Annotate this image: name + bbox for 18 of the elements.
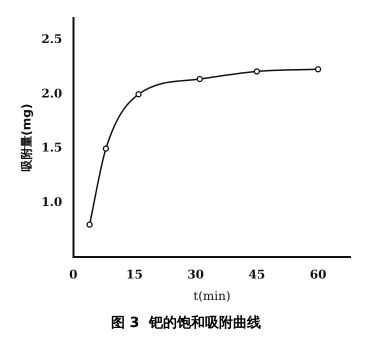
y-tick-label: 2.5 xyxy=(41,32,62,46)
x-tick-label: 30 xyxy=(187,268,204,282)
y-tick-label: 2.0 xyxy=(41,86,62,100)
point xyxy=(102,145,110,152)
x-tick-label: 15 xyxy=(126,268,143,282)
x-tick-label: 0 xyxy=(69,268,78,282)
y-tick-label: 1.5 xyxy=(41,140,62,155)
x-axis-title: t(min) xyxy=(193,288,231,303)
x-tick-label: 60 xyxy=(310,268,326,282)
y-axis-title: 吸附量(mg) xyxy=(19,104,34,172)
y-tick-label: 1.0 xyxy=(41,195,62,210)
point xyxy=(86,221,93,228)
point xyxy=(135,91,142,98)
caption: 图 3 钯的饱和吸附曲线 xyxy=(110,314,262,332)
point xyxy=(314,66,322,72)
point xyxy=(254,68,260,75)
x-tick-label: 45 xyxy=(248,268,266,282)
point xyxy=(196,76,203,82)
